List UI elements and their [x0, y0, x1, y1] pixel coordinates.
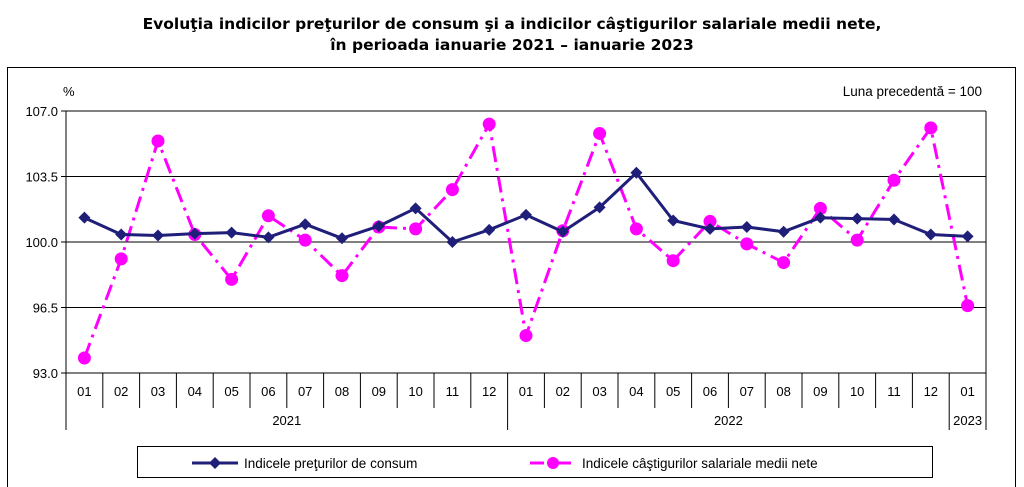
- series-1-point-9: [409, 222, 423, 236]
- series-0-point-0: [78, 211, 91, 224]
- series-line-1: [82, 122, 970, 359]
- year-label-2023: 2023: [953, 413, 982, 428]
- series-1-point-17: [703, 214, 717, 228]
- series-0-point-14: [593, 201, 606, 214]
- series-0-point-21: [851, 212, 864, 225]
- series-0-point-9: [409, 202, 422, 215]
- chart-title-line1: Evoluţia indicilor preţurilor de consum …: [142, 15, 882, 33]
- series-0-point-5: [262, 231, 275, 244]
- series-1-point-10: [445, 183, 459, 197]
- x-tick-label-8: 09: [372, 384, 386, 399]
- series-0-point-6: [299, 218, 312, 231]
- series-1-point-7: [335, 269, 349, 283]
- legend-cpi-label: Indicele preţurilor de consum: [244, 456, 417, 471]
- series-0-point-16: [667, 214, 680, 227]
- series-0-point-11: [483, 223, 496, 236]
- series-1-point-24: [961, 299, 975, 313]
- series-0-point-8: [372, 220, 385, 233]
- series-0-point-19: [777, 225, 790, 238]
- x-tick-label-20: 09: [813, 384, 827, 399]
- series-1-point-14: [593, 126, 607, 140]
- y-axis-unit-label: %: [63, 84, 75, 99]
- series-0-point-4: [225, 226, 238, 239]
- series-1-point-0: [77, 351, 91, 365]
- legend-wages-label: Indicele câştigurilor salariale medii ne…: [582, 456, 818, 471]
- series-1-point-12: [519, 329, 533, 343]
- series-0-point-12: [520, 208, 532, 221]
- x-tick-label-23: 12: [924, 384, 938, 399]
- series-1-point-2: [151, 134, 165, 148]
- series-1-point-4: [225, 272, 239, 286]
- legend-cpi-marker: [209, 457, 221, 469]
- series-1-point-19: [777, 256, 791, 270]
- series-1-point-20: [813, 201, 827, 215]
- series-0-point-13: [556, 225, 569, 238]
- year-label-2021: 2021: [272, 413, 301, 428]
- series-0-point-22: [888, 213, 900, 226]
- x-tick-label-19: 08: [776, 384, 790, 399]
- x-tick-label-4: 05: [224, 384, 238, 399]
- series-1-point-5: [261, 209, 275, 223]
- y-tick-label-2: 100.0: [25, 235, 58, 250]
- y-tick-label-4: 107.0: [25, 104, 58, 119]
- x-tick-label-15: 04: [629, 384, 643, 399]
- series-1-point-18: [740, 237, 754, 251]
- y-tick-label-3: 103.5: [25, 170, 58, 185]
- series-0-point-1: [115, 228, 128, 241]
- x-tick-label-24: 01: [960, 384, 974, 399]
- series-line-0: [83, 171, 968, 244]
- y-tick-label-0: 93.0: [33, 366, 58, 381]
- series-0-point-18: [740, 221, 753, 234]
- series-1-point-21: [850, 233, 864, 247]
- legend-item-wages: Indicele câştigurilor salariale medii ne…: [530, 456, 818, 471]
- series-1-point-23: [924, 121, 938, 135]
- chart-frame: [7, 67, 1016, 487]
- y-tick-label-1: 96.5: [33, 301, 58, 316]
- series-0-point-10: [446, 236, 459, 248]
- x-tick-label-10: 11: [446, 384, 460, 399]
- legend-wages-marker: [547, 457, 559, 469]
- x-tick-label-5: 06: [261, 384, 275, 399]
- x-tick-label-11: 12: [482, 384, 496, 399]
- legend: Indicele preţurilor de consum Indicele c…: [137, 446, 933, 478]
- x-tick-label-6: 07: [298, 384, 312, 399]
- x-tick-label-0: 01: [77, 384, 91, 399]
- series-0-point-15: [630, 166, 643, 179]
- x-tick-label-2: 03: [151, 384, 165, 399]
- x-tick-label-22: 11: [887, 384, 901, 399]
- x-tick-label-7: 08: [335, 384, 349, 399]
- base-note: Luna precedentă = 100: [843, 84, 982, 99]
- series-1-point-15: [629, 222, 643, 236]
- x-tick-label-21: 10: [850, 384, 864, 399]
- x-tick-label-3: 04: [188, 384, 202, 399]
- series-0-point-17: [704, 222, 716, 235]
- x-tick-label-12: 01: [519, 384, 533, 399]
- series-0-point-7: [336, 232, 348, 245]
- chart-title: Evoluţia indicilor preţurilor de consum …: [0, 14, 1024, 56]
- x-tick-label-18: 07: [740, 384, 754, 399]
- legend-item-cpi: Indicele preţurilor de consum: [192, 456, 417, 471]
- chart-title-line2: în perioada ianuarie 2021 – ianuarie 202…: [330, 36, 694, 54]
- series-0-point-23: [924, 228, 937, 241]
- x-tick-label-13: 02: [556, 384, 570, 399]
- series-0-point-3: [188, 227, 201, 240]
- x-tick-label-9: 10: [408, 384, 422, 399]
- series-1-point-6: [298, 233, 312, 247]
- x-tick-label-16: 05: [666, 384, 680, 399]
- x-tick-label-14: 03: [592, 384, 606, 399]
- series-0-point-20: [814, 211, 827, 224]
- x-tick-label-1: 02: [114, 384, 128, 399]
- series-1-point-11: [482, 117, 496, 131]
- x-tick-label-17: 06: [703, 384, 717, 399]
- year-label-2022: 2022: [714, 413, 743, 428]
- series-1-point-1: [114, 252, 128, 266]
- series-1-point-16: [666, 254, 680, 268]
- series-0-point-24: [961, 230, 974, 243]
- series-0-point-2: [152, 229, 164, 242]
- legend-svg: Indicele preţurilor de consum Indicele c…: [192, 456, 818, 471]
- series-1-point-22: [887, 173, 901, 187]
